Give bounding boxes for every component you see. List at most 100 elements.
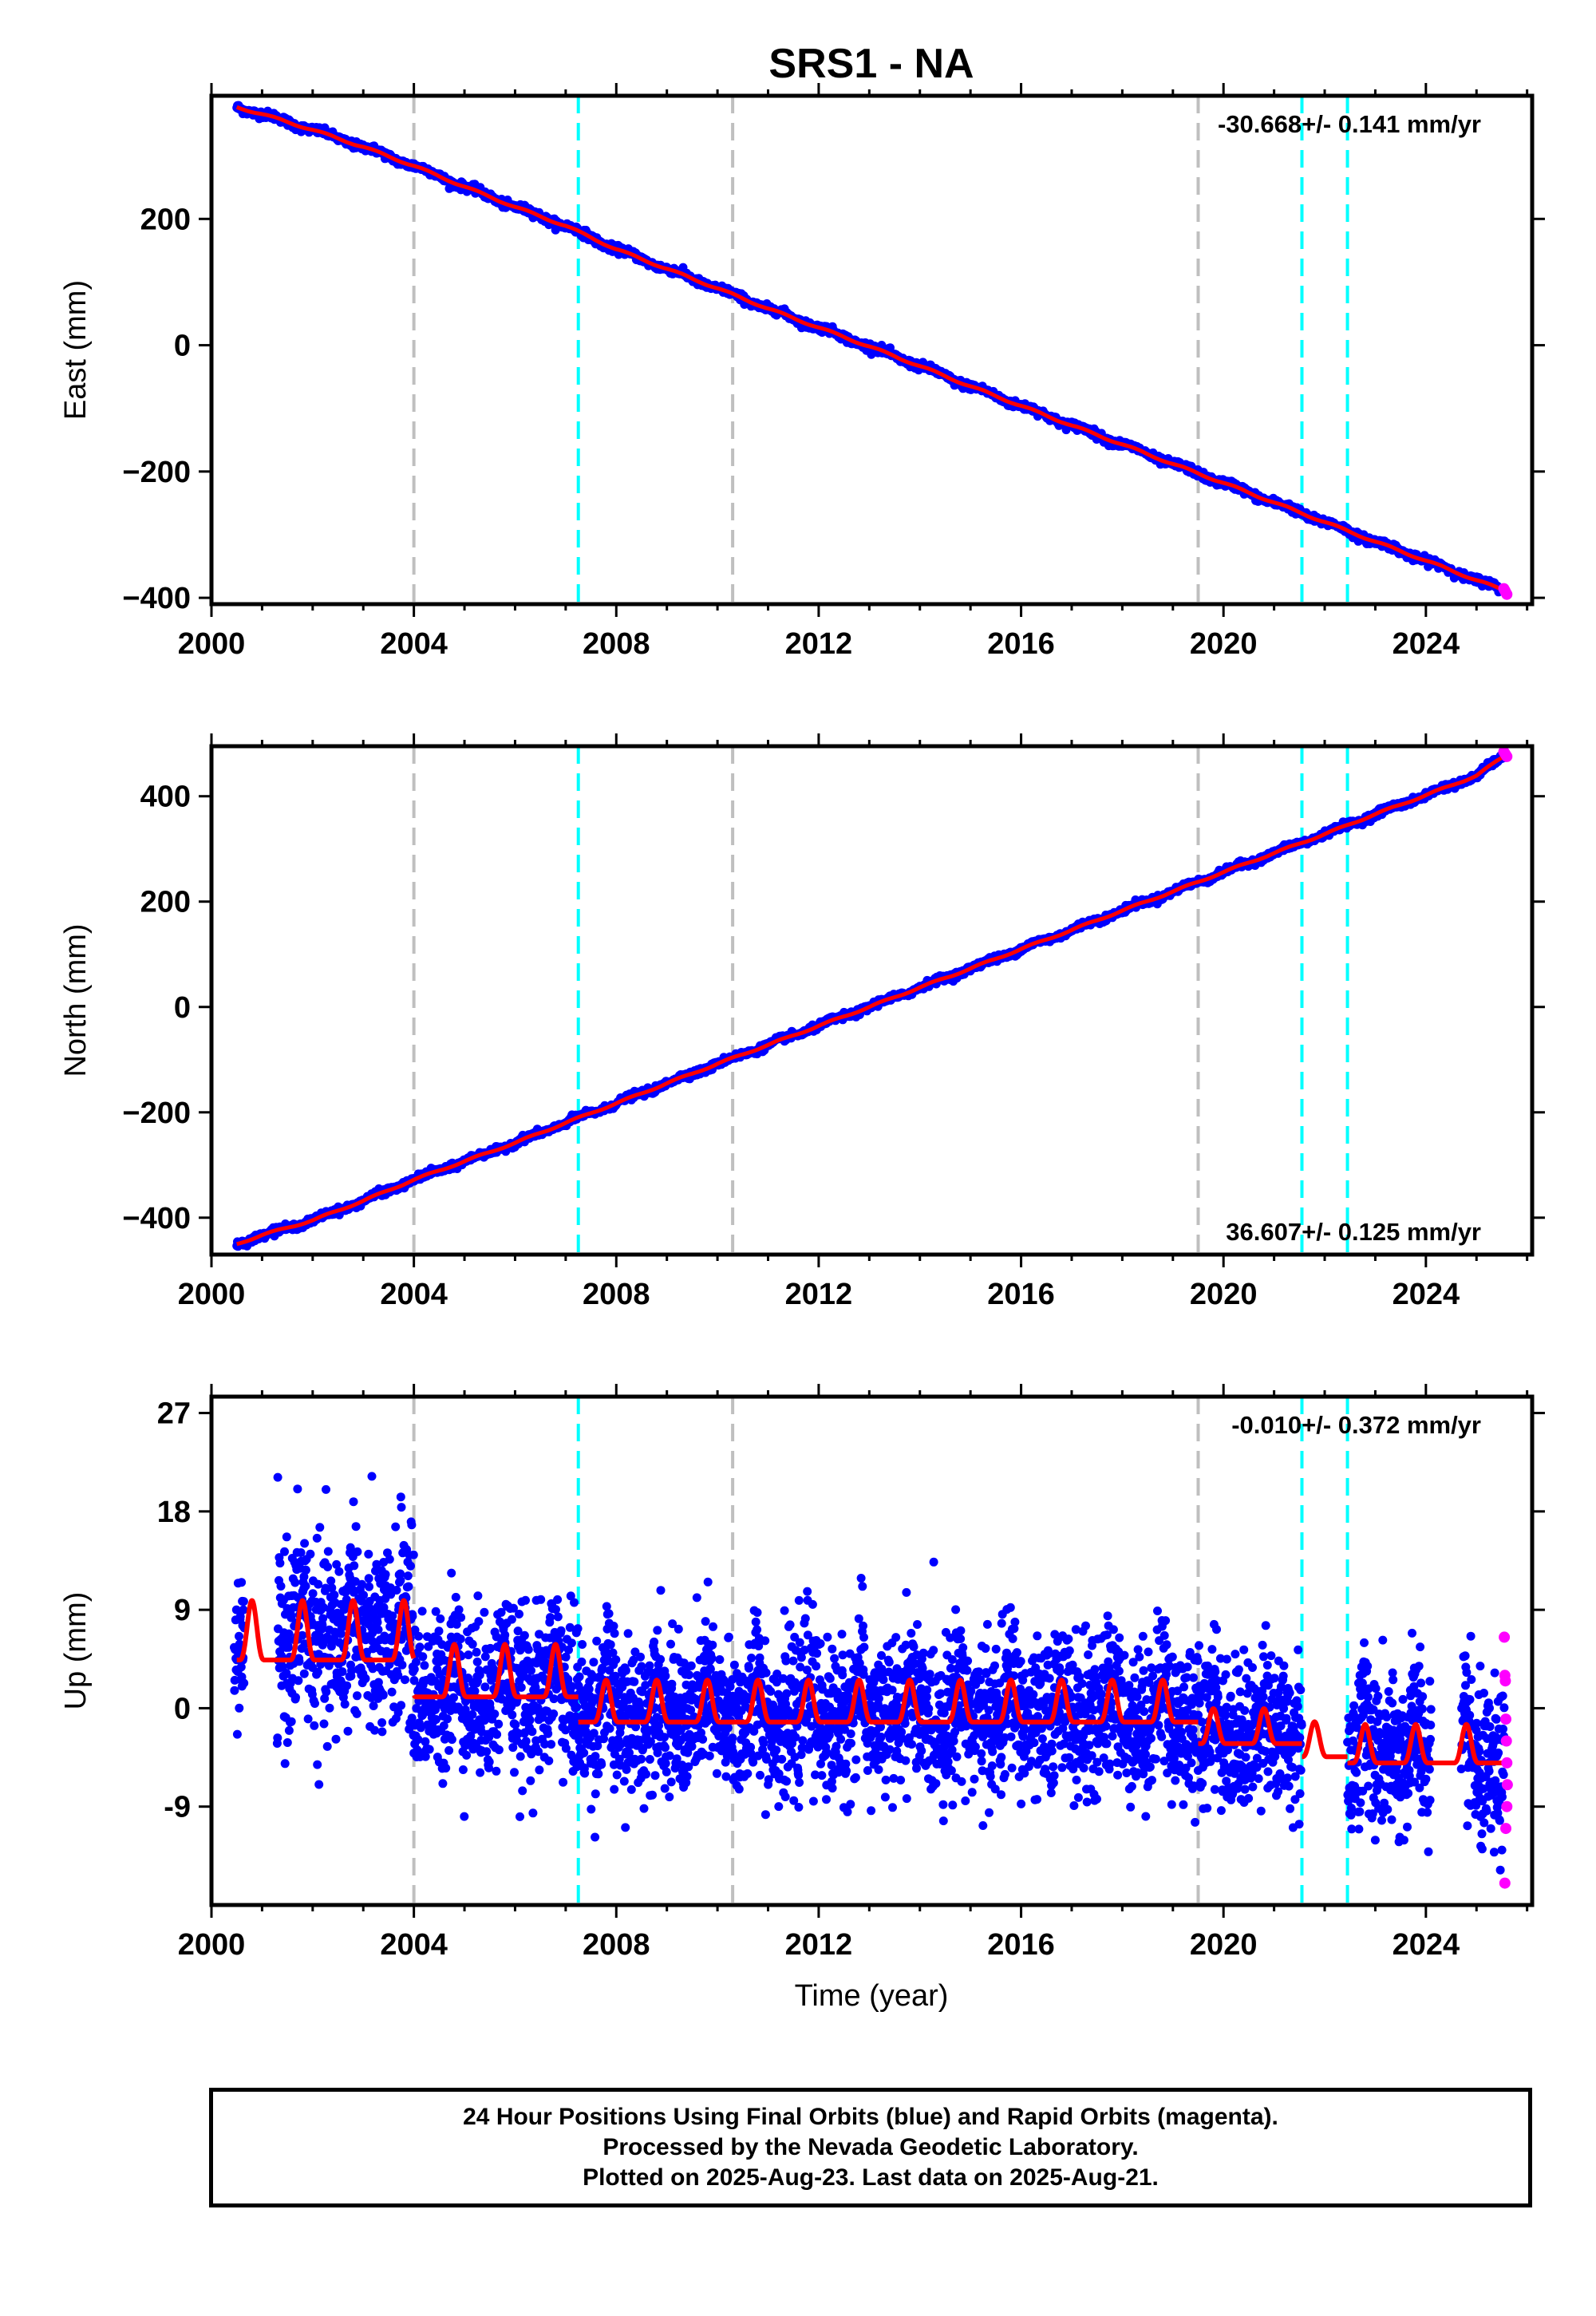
data-point <box>313 1667 322 1677</box>
data-point <box>239 1605 248 1614</box>
data-point <box>330 1591 339 1599</box>
data-point <box>283 1642 293 1652</box>
data-point <box>306 1549 315 1559</box>
data-point <box>323 1547 333 1556</box>
data-point <box>230 1686 239 1695</box>
data-point <box>235 1631 243 1641</box>
data-point <box>377 1718 387 1727</box>
data-point <box>321 1583 330 1593</box>
data-point <box>282 1669 291 1678</box>
data-point <box>310 1699 319 1708</box>
data-point <box>342 1681 352 1690</box>
data-point <box>431 1607 440 1616</box>
data-point <box>327 1583 337 1593</box>
x-tick-label: 2008 <box>583 1278 650 1311</box>
data-point <box>418 1652 428 1662</box>
data-point <box>331 1734 341 1744</box>
data-point <box>332 1559 342 1569</box>
x-tick-label: 2024 <box>1393 1278 1460 1311</box>
data-point <box>367 1472 377 1481</box>
data-point <box>358 1579 366 1589</box>
y-tick-label: −400 <box>122 582 191 615</box>
data-point <box>373 1625 383 1634</box>
data-point <box>294 1676 303 1686</box>
y-tick-label: 200 <box>140 203 191 236</box>
velocity-label: 36.607+/- 0.125 mm/yr <box>1226 1218 1481 1246</box>
data-point <box>409 1550 418 1559</box>
y-axis-label: East (mm) <box>59 280 93 420</box>
data-point <box>319 1719 329 1729</box>
data-point <box>359 1591 368 1600</box>
data-point <box>280 1547 289 1556</box>
data-point <box>314 1579 323 1589</box>
final-orbit-points <box>232 101 1511 599</box>
data-point <box>377 1727 387 1737</box>
data-point <box>235 1639 244 1649</box>
data-point <box>273 1472 282 1482</box>
data-point <box>403 1571 413 1581</box>
data-point <box>397 1660 407 1670</box>
data-point <box>314 1780 324 1789</box>
y-tick-label: 0 <box>174 991 191 1025</box>
data-point <box>347 1666 357 1675</box>
data-point <box>417 1607 427 1616</box>
data-point <box>232 1729 242 1739</box>
x-tick-label: 2012 <box>785 1278 853 1311</box>
data-point <box>290 1578 300 1587</box>
data-point <box>407 1520 417 1530</box>
data-point <box>392 1586 401 1595</box>
velocity-label: -30.668+/- 0.141 mm/yr <box>1218 110 1481 138</box>
final-orbit-points <box>230 1472 1509 1875</box>
data-point <box>286 1717 296 1726</box>
data-point <box>364 1574 373 1583</box>
data-point <box>369 1701 378 1710</box>
x-tick-label: 2000 <box>178 1278 246 1311</box>
plot-area <box>232 96 1513 604</box>
data-point <box>318 1603 328 1612</box>
y-tick-label: 400 <box>140 781 191 814</box>
data-point <box>346 1543 355 1552</box>
data-point <box>407 1713 417 1723</box>
data-point <box>350 1561 359 1571</box>
data-point <box>414 1631 424 1641</box>
data-point <box>284 1629 294 1638</box>
data-point <box>425 1745 434 1754</box>
data-point <box>323 1562 333 1571</box>
data-point <box>235 1612 245 1622</box>
y-tick-label: 200 <box>140 886 191 919</box>
data-point <box>364 1549 373 1559</box>
data-point <box>365 1582 373 1591</box>
x-tick-label: 2024 <box>1393 627 1460 661</box>
data-point <box>322 1484 330 1494</box>
rapid-orbit-point <box>1498 746 1510 757</box>
data-point <box>368 1664 377 1674</box>
x-tick-label: 2020 <box>1190 1278 1258 1311</box>
data-point <box>401 1675 409 1685</box>
data-point <box>351 1522 361 1531</box>
x-tick-label: 2000 <box>178 627 246 661</box>
data-point <box>276 1582 286 1591</box>
data-point <box>326 1576 336 1586</box>
data-point <box>338 1667 347 1677</box>
north-panel: 2000 2004 2008 2012 2016 2020 2024−400−2000200… <box>59 733 1545 1311</box>
data-point <box>409 1676 419 1686</box>
data-point <box>372 1559 381 1569</box>
plot-area <box>230 1397 1513 1905</box>
data-point <box>231 1605 241 1614</box>
data-point <box>404 1582 413 1591</box>
x-tick-label: 2016 <box>987 1278 1055 1311</box>
x-tick-label: 2016 <box>987 627 1055 661</box>
model-fit-line <box>235 105 1508 595</box>
data-point <box>318 1620 327 1630</box>
plot-frame <box>209 93 1535 607</box>
data-point <box>421 1752 430 1761</box>
data-point <box>411 1658 421 1667</box>
data-point <box>294 1657 304 1666</box>
data-point <box>322 1741 332 1751</box>
data-point <box>239 1678 249 1688</box>
data-point <box>397 1701 406 1710</box>
data-point <box>299 1669 309 1678</box>
plot-frame <box>209 744 1535 1257</box>
data-point <box>308 1589 318 1599</box>
